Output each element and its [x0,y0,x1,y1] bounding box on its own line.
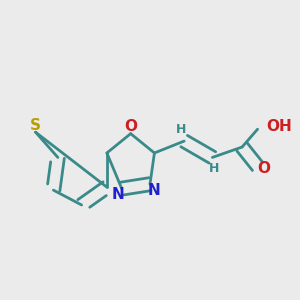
Text: S: S [30,118,41,133]
Text: O: O [124,119,137,134]
Text: OH: OH [266,119,292,134]
Text: H: H [209,162,219,175]
Text: N: N [111,188,124,202]
Text: H: H [176,123,186,136]
Text: O: O [258,160,271,175]
Text: N: N [148,183,161,198]
